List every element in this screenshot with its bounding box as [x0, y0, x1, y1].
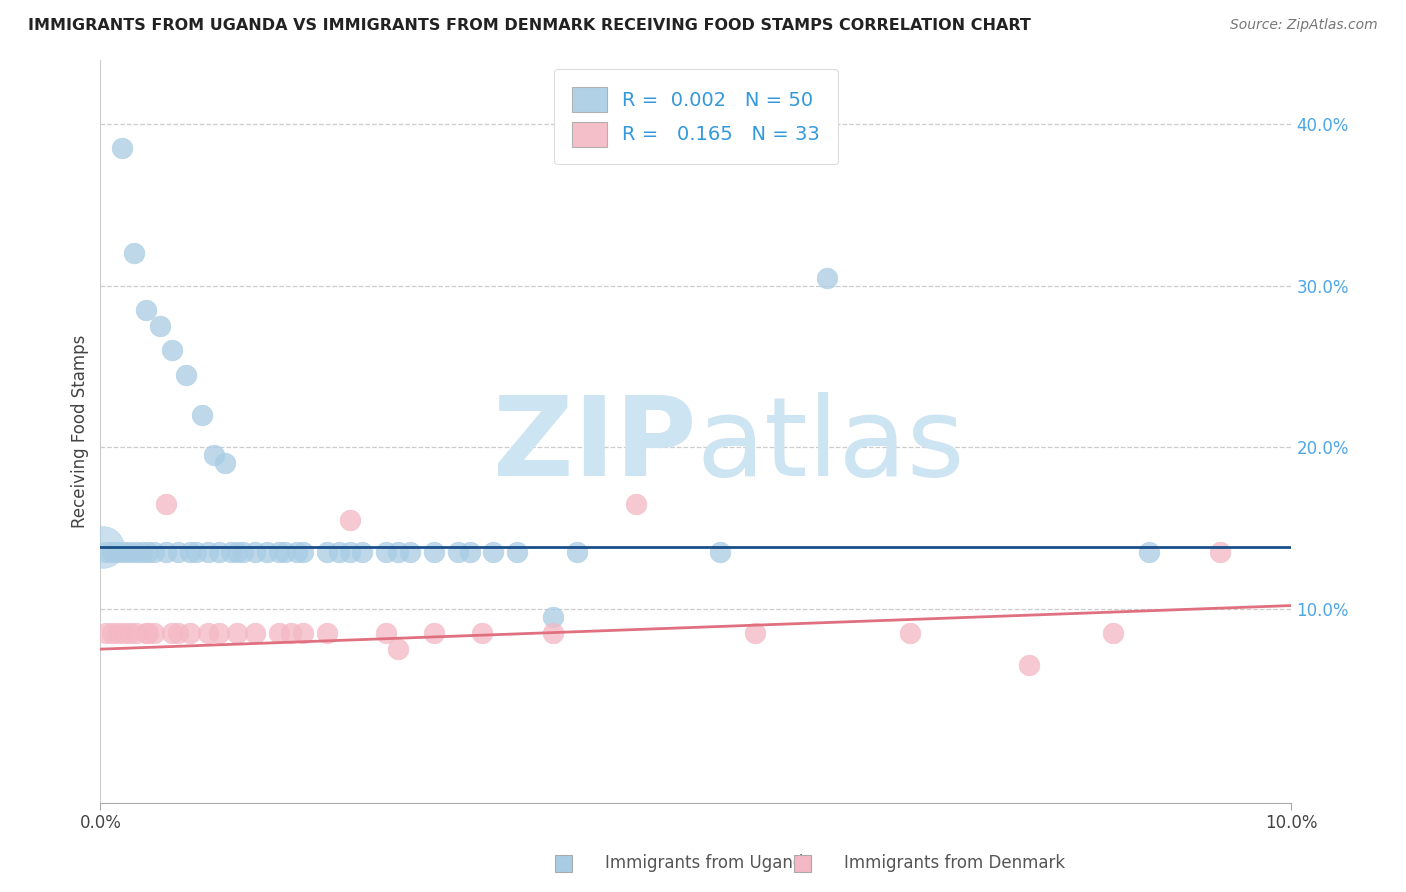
- Point: [1101, 626, 1123, 640]
- Point: [208, 545, 231, 559]
- Point: [267, 545, 290, 559]
- Legend: R =  0.002   N = 50, R =   0.165   N = 33: R = 0.002 N = 50, R = 0.165 N = 33: [554, 70, 838, 164]
- Point: [898, 626, 921, 640]
- Point: [387, 545, 409, 559]
- Point: [214, 457, 236, 471]
- Point: [160, 343, 183, 358]
- Point: [744, 626, 766, 640]
- Point: [160, 626, 183, 640]
- Point: [1018, 658, 1040, 673]
- Point: [256, 545, 278, 559]
- Point: [328, 545, 350, 559]
- Point: [112, 545, 135, 559]
- Point: [291, 545, 314, 559]
- Point: [541, 626, 564, 640]
- Point: [291, 626, 314, 640]
- Point: [101, 545, 124, 559]
- Point: [190, 408, 212, 422]
- Point: [245, 545, 267, 559]
- Point: [136, 626, 159, 640]
- Point: [470, 626, 492, 640]
- Point: [280, 626, 302, 640]
- Point: [423, 545, 446, 559]
- Point: [274, 545, 297, 559]
- Point: [447, 545, 470, 559]
- Point: [136, 545, 159, 559]
- Point: [1209, 545, 1232, 559]
- Point: [135, 626, 157, 640]
- Text: Immigrants from Uganda: Immigrants from Uganda: [605, 855, 813, 872]
- Point: [122, 246, 145, 260]
- Y-axis label: Receiving Food Stamps: Receiving Food Stamps: [72, 334, 89, 528]
- Point: [135, 302, 157, 317]
- Point: [155, 545, 177, 559]
- Text: Source: ZipAtlas.com: Source: ZipAtlas.com: [1230, 18, 1378, 32]
- Point: [142, 545, 165, 559]
- Point: [125, 545, 148, 559]
- Point: [197, 545, 219, 559]
- Point: [226, 626, 249, 640]
- Point: [96, 626, 118, 640]
- Text: Immigrants from Denmark: Immigrants from Denmark: [844, 855, 1064, 872]
- Point: [208, 626, 231, 640]
- Point: [315, 545, 337, 559]
- Point: [131, 545, 153, 559]
- Point: [184, 545, 207, 559]
- Point: [285, 545, 308, 559]
- Point: [125, 626, 148, 640]
- Point: [166, 626, 188, 640]
- Point: [166, 545, 188, 559]
- Point: [202, 448, 225, 462]
- Point: [315, 626, 337, 640]
- Point: [815, 270, 838, 285]
- Point: [626, 497, 648, 511]
- Point: [120, 626, 142, 640]
- Point: [111, 141, 134, 155]
- Text: IMMIGRANTS FROM UGANDA VS IMMIGRANTS FROM DENMARK RECEIVING FOOD STAMPS CORRELAT: IMMIGRANTS FROM UGANDA VS IMMIGRANTS FRO…: [28, 18, 1031, 33]
- Point: [107, 545, 129, 559]
- Point: [101, 626, 124, 640]
- Point: [120, 545, 142, 559]
- Point: [155, 497, 177, 511]
- Point: [96, 545, 118, 559]
- Point: [232, 545, 254, 559]
- Point: [245, 626, 267, 640]
- Point: [107, 626, 129, 640]
- Point: [179, 545, 201, 559]
- Point: [375, 545, 398, 559]
- Point: [149, 319, 172, 334]
- Point: [541, 610, 564, 624]
- Point: [709, 545, 731, 559]
- Point: [267, 626, 290, 640]
- Point: [423, 626, 446, 640]
- Text: ZIP: ZIP: [492, 392, 696, 500]
- Point: [179, 626, 201, 640]
- Point: [221, 545, 243, 559]
- Point: [197, 626, 219, 640]
- Point: [482, 545, 505, 559]
- Point: [375, 626, 398, 640]
- Point: [142, 626, 165, 640]
- Point: [458, 545, 481, 559]
- Point: [565, 545, 588, 559]
- Point: [387, 642, 409, 657]
- Point: [399, 545, 422, 559]
- Text: atlas: atlas: [696, 392, 965, 500]
- Point: [174, 368, 197, 382]
- Point: [91, 541, 114, 555]
- Point: [1137, 545, 1160, 559]
- Point: [339, 545, 361, 559]
- Point: [352, 545, 374, 559]
- Point: [506, 545, 529, 559]
- Point: [226, 545, 249, 559]
- Point: [339, 513, 361, 527]
- Point: [112, 626, 135, 640]
